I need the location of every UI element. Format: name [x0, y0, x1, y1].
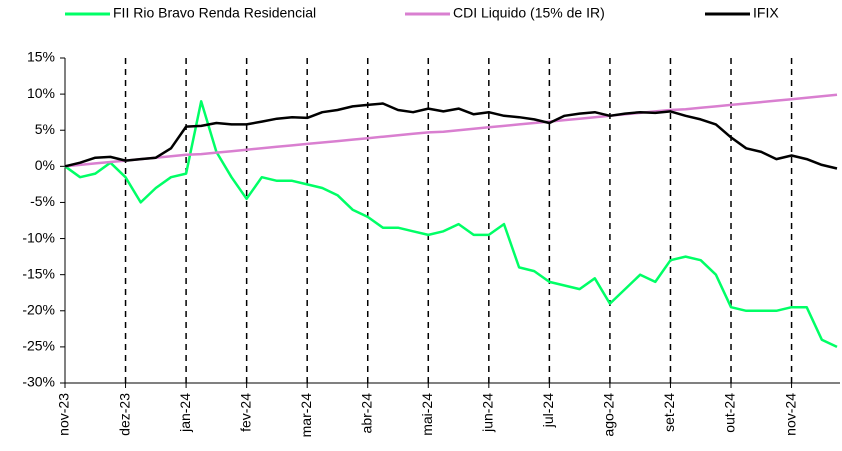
x-tick-label: ago-24 — [601, 393, 617, 437]
x-tick-label: jan-24 — [177, 393, 193, 433]
series-line — [64, 93, 838, 168]
y-tick-label: 10% — [27, 85, 55, 101]
y-tick-label: -5% — [30, 193, 55, 209]
x-tick-label: dez-23 — [116, 393, 132, 436]
x-tick-label: set-24 — [661, 393, 677, 432]
x-tick-label: jun-24 — [480, 393, 496, 433]
x-tick-label: jul-24 — [540, 393, 556, 428]
y-tick-label: -30% — [22, 374, 55, 390]
y-tick-label: 15% — [27, 49, 55, 65]
y-tick-label: 5% — [35, 121, 55, 137]
legend-label: CDI Liquido (15% de IR) — [453, 5, 605, 21]
legend-label: IFIX — [753, 5, 779, 21]
y-tick-label: 0% — [35, 157, 55, 173]
series-line — [64, 102, 838, 170]
x-tick-label: fev-24 — [237, 393, 253, 432]
x-tick-label: mar-24 — [298, 393, 314, 438]
x-tick-label: mai-24 — [419, 393, 435, 436]
x-tick-label: abr-24 — [358, 393, 374, 434]
series-line — [64, 100, 838, 349]
x-tick-label: nov-23 — [56, 393, 72, 436]
y-tick-label: -10% — [22, 229, 55, 245]
y-tick-label: -15% — [22, 265, 55, 281]
y-tick-label: -20% — [22, 301, 55, 317]
y-tick-label: -25% — [22, 338, 55, 354]
legend-label: FII Rio Bravo Renda Residencial — [113, 5, 316, 21]
x-tick-label: nov-24 — [782, 393, 798, 436]
x-tick-label: out-24 — [722, 393, 738, 433]
